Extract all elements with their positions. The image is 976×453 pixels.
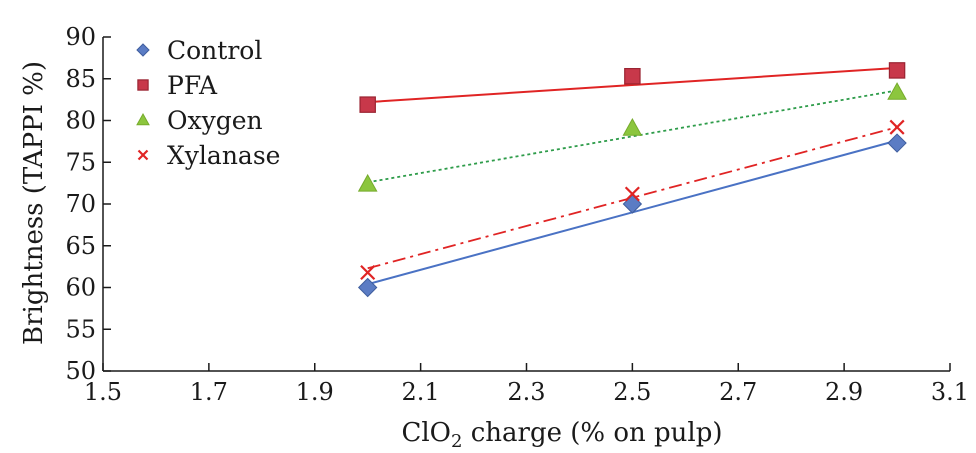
y-tick-label: 65: [65, 232, 96, 260]
y-tick-label: 60: [65, 274, 96, 302]
point-xylanase-stroke: [624, 186, 640, 202]
x-axis-title: ClO2 charge (% on pulp): [401, 418, 722, 452]
point-pfa: [624, 67, 641, 85]
x-tick-label: 1.7: [190, 378, 228, 406]
markers: [357, 62, 907, 298]
y-tick-label: 75: [65, 148, 96, 176]
legend-marker-pfa: [137, 79, 149, 91]
point-xylanase: [360, 264, 376, 280]
x-tick-label: 1.5: [84, 378, 122, 406]
y-axis-title: Brightness (TAPPI %): [19, 61, 49, 345]
y-tick-label: 80: [65, 107, 96, 135]
point-xylanase: [889, 119, 905, 135]
point-oxygen: [622, 117, 643, 136]
legend-marker-oxygen: [136, 112, 150, 126]
y-tick-label: 70: [65, 190, 96, 218]
point-control: [887, 133, 907, 153]
x-tick-label: 1.9: [296, 378, 334, 406]
point-pfa: [359, 96, 376, 113]
x-tick-label: 2.5: [613, 378, 651, 406]
legend-marker-control: [136, 43, 150, 57]
point-oxygen: [887, 82, 907, 100]
x-axis-title-subscript: 2: [451, 431, 462, 452]
trendline-oxygen: [367, 89, 898, 184]
x-tick-label: 3.1: [931, 378, 969, 406]
point-control: [357, 277, 378, 298]
y-tick-label: 85: [65, 65, 96, 93]
legend-label-oxygen: Oxygen: [167, 106, 263, 135]
x-tick-label: 2.7: [719, 378, 757, 406]
y-tick-label: 50: [65, 357, 96, 385]
x-tick-label: 2.9: [825, 378, 863, 406]
trendline-pfa: [367, 66, 898, 104]
x-axis-title-main: ClO: [401, 418, 451, 448]
axes: 50 55 60 65 70 75 80 85 90 1.5 1.7 1.9 2.1 2.3 2.5 2.7 2…: [65, 23, 969, 406]
y-tick-label: 55: [65, 315, 96, 343]
point-pfa: [888, 62, 906, 79]
legend-label-control: Control: [167, 36, 262, 65]
point-xylanase-stroke: [360, 264, 376, 280]
legend-label-pfa: PFA: [167, 71, 218, 100]
point-oxygen: [357, 173, 378, 192]
point-xylanase-stroke: [889, 119, 905, 135]
legend-marker-xylanase: [137, 149, 149, 161]
legend: Control PFA Oxygen Xylanase: [136, 36, 280, 170]
y-tick-label: 90: [65, 23, 96, 51]
legend-label-xylanase: Xylanase: [167, 141, 280, 170]
x-tick-label: 2.1: [402, 378, 440, 406]
legend-marker-xylanase-stroke: [137, 149, 149, 161]
x-axis-title-rest: charge (% on pulp): [462, 418, 722, 448]
x-tick-label: 2.3: [507, 378, 545, 406]
trendlines: [367, 66, 898, 286]
point-xylanase: [624, 186, 640, 202]
